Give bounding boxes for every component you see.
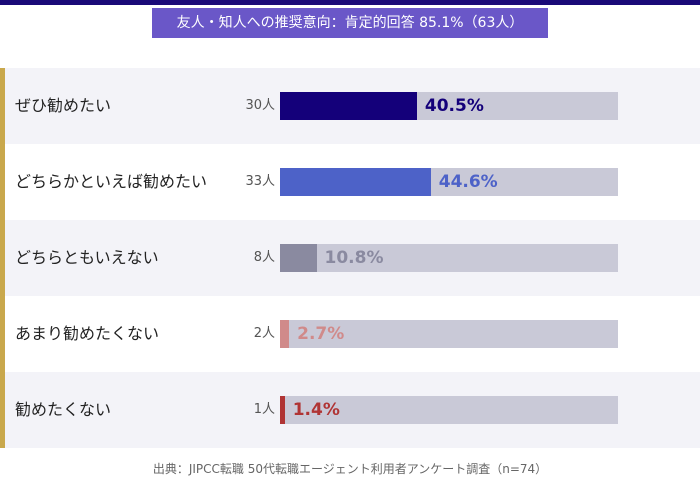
category-label: ぜひ勧めたい [15, 96, 112, 115]
value-label: 44.6% [438, 172, 498, 192]
category-label: どちらかといえば勧めたい [15, 172, 208, 191]
count-label: 30人 [245, 98, 275, 113]
bar-track: 1.4% [280, 396, 618, 424]
bar-track: 2.7% [280, 320, 618, 348]
source-note: 出典：JIPCC転職 50代転職エージェント利用者アンケート調査（n=74） [152, 462, 548, 476]
category-label: どちらともいえない [15, 248, 159, 267]
bar-fill [280, 396, 285, 424]
value-label: 40.5% [424, 96, 484, 116]
bar-fill [280, 320, 290, 348]
bar-track: 44.6% [280, 168, 618, 196]
bar-row: 勧めたくない 1人 1.4% [5, 372, 700, 448]
chart-title: 友人・知人への推奨意向：肯定的回答 85.1%（63人） [152, 8, 548, 38]
category-label: あまり勧めたくない [15, 324, 160, 343]
bar-fill [280, 244, 317, 272]
left-accent-bar [0, 68, 5, 448]
bar-track: 40.5% [280, 92, 618, 120]
bar-track: 10.8% [280, 244, 618, 272]
count-label: 33人 [245, 174, 275, 189]
value-label: 10.8% [324, 248, 384, 268]
value-label: 1.4% [292, 400, 340, 420]
bar-row: どちらともいえない 8人 10.8% [5, 220, 700, 296]
count-label: 8人 [253, 250, 275, 265]
bar-row: どちらかといえば勧めたい 33人 44.6% [5, 144, 700, 220]
bar-fill [280, 168, 431, 196]
bar-fill [280, 92, 417, 120]
bar-row: ぜひ勧めたい 30人 40.5% [5, 68, 700, 144]
top-accent-bar [0, 0, 700, 5]
value-label: 2.7% [297, 324, 345, 344]
category-label: 勧めたくない [15, 400, 112, 419]
count-label: 1人 [253, 402, 275, 417]
bar-row: あまり勧めたくない 2人 2.7% [5, 296, 700, 372]
count-label: 2人 [253, 326, 275, 341]
